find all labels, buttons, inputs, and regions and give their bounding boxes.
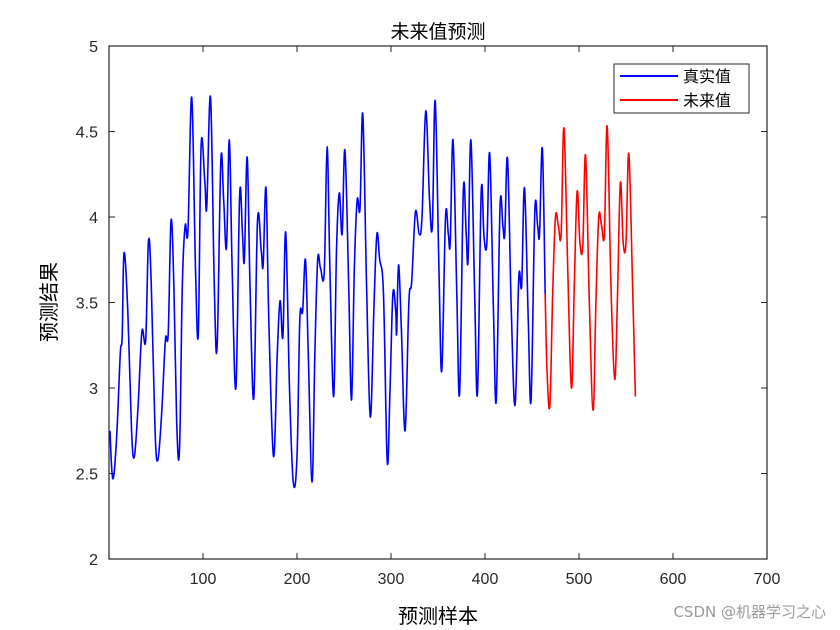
x-tick-label: 200 bbox=[284, 571, 311, 588]
y-tick-label: 3 bbox=[89, 381, 98, 398]
x-tick-label: 300 bbox=[378, 571, 405, 588]
legend-label-真实值: 真实值 bbox=[683, 67, 731, 86]
legend-box bbox=[613, 63, 750, 114]
legend: 真实值 未来值 bbox=[613, 63, 750, 114]
watermark: CSDN @机器学习之心 bbox=[673, 603, 826, 621]
y-tick-label: 4 bbox=[89, 210, 98, 227]
tick-layer: 100 200 300 400 500 600 700 2 2.5 3 3.5 4 4.5 5 bbox=[76, 39, 781, 588]
series-layer bbox=[109, 95, 637, 489]
x-tick-label: 600 bbox=[660, 571, 687, 588]
y-tick-label: 2 bbox=[89, 552, 98, 569]
x-tick-label: 500 bbox=[566, 571, 593, 588]
x-tick-label: 100 bbox=[190, 571, 217, 588]
chart-title: 未来值预测 bbox=[390, 21, 485, 43]
x-tick-label: 700 bbox=[754, 571, 781, 588]
legend-label-未来值: 未来值 bbox=[683, 91, 731, 110]
series-line-真实值 bbox=[109, 95, 546, 489]
y-tick-label: 5 bbox=[89, 39, 98, 56]
series-line-未来值 bbox=[544, 125, 637, 412]
x-tick-label: 400 bbox=[472, 571, 499, 588]
plot-area bbox=[108, 45, 768, 560]
y-tick-label: 2.5 bbox=[76, 467, 98, 484]
y-tick-label: 3.5 bbox=[76, 296, 98, 313]
y-axis-label: 预测结果 bbox=[37, 262, 61, 342]
x-axis-label: 预测样本 bbox=[398, 604, 478, 628]
y-tick-label: 4.5 bbox=[76, 125, 98, 142]
